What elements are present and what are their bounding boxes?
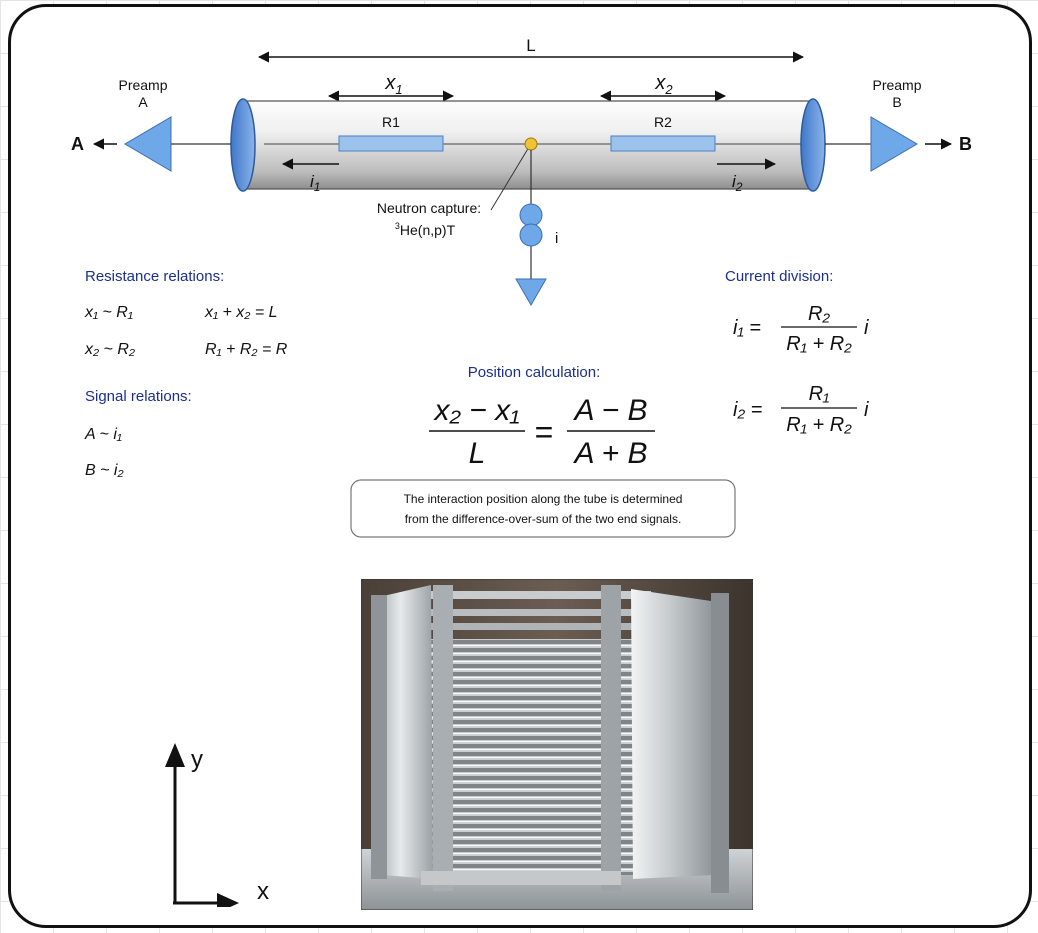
capture-point xyxy=(524,137,538,151)
i2-label: i2 xyxy=(732,172,743,194)
position-rhs-denominator: A + B xyxy=(572,437,647,470)
capture-leader xyxy=(490,146,530,211)
resistance-row-2-b: R₁ + R₂ = R xyxy=(205,341,288,358)
x-axis-label: x xyxy=(257,878,269,905)
current-source-lower xyxy=(519,223,543,247)
tube-end-cap-b xyxy=(800,98,826,192)
r2-label: R2 xyxy=(654,114,672,130)
tube-end-cap-a xyxy=(230,98,256,192)
eq1-denominator: R₁ + R₂ xyxy=(786,333,852,355)
position-rhs-numerator: A − B xyxy=(572,394,647,427)
note-box xyxy=(350,479,736,538)
eq2-lhs: i₂ = xyxy=(733,399,762,421)
length-label: L xyxy=(526,36,535,55)
resistance-row-1-b: x₁ + x₂ = L xyxy=(204,304,278,321)
current-source-label: i xyxy=(555,230,558,247)
position-lhs-numerator: x₂ − x₁ xyxy=(432,394,519,427)
resistance-heading: Resistance relations: xyxy=(85,268,224,285)
axes-indicator: y x xyxy=(165,743,269,907)
preamp-b-triangle xyxy=(870,116,918,172)
y-axis-arrowhead xyxy=(165,743,185,767)
resistor-r1 xyxy=(338,135,444,152)
eq2-numerator: R₁ xyxy=(809,383,830,405)
eq2-denominator: R₁ + R₂ xyxy=(786,414,852,436)
capture-text-1: Neutron capture: xyxy=(377,200,481,216)
eq1-lhs: i₁ = xyxy=(733,317,761,339)
y-axis-label: y xyxy=(191,746,203,773)
preamp-a-triangle xyxy=(124,116,172,172)
preamp-b-label-2: B xyxy=(892,94,901,110)
ground-triangle xyxy=(515,278,547,307)
x2-label: x2 xyxy=(654,72,673,97)
current-source-upper xyxy=(519,203,543,227)
tube-diagram: L x1 x2 R1 R2 i1 i2 Neutron capture: 3He… xyxy=(71,36,972,538)
position-lhs-denominator: L xyxy=(469,437,486,470)
preamp-a-label-1: Preamp xyxy=(118,77,167,93)
preamp-b-label-1: Preamp xyxy=(872,77,921,93)
resistance-row-1-a: x₁ ~ R₁ xyxy=(84,304,133,321)
x1-label: x1 xyxy=(384,72,402,97)
eq2-tail: i xyxy=(864,399,869,421)
resistance-row-2-a: x₂ ~ R₂ xyxy=(84,341,135,358)
x-axis-arrowhead xyxy=(217,893,239,907)
current-division-heading: Current division: xyxy=(725,268,833,285)
eq1-tail: i xyxy=(864,317,869,339)
capture-text-2: 3He(n,p)T xyxy=(395,221,456,238)
eq1-numerator: R₂ xyxy=(808,303,830,325)
figure-card: L x1 x2 R1 R2 i1 i2 Neutron capture: 3He… xyxy=(8,4,1032,928)
preamp-a-label-2: A xyxy=(138,94,148,110)
signal-heading: Signal relations: xyxy=(85,388,192,405)
i1-label: i1 xyxy=(310,172,320,194)
note-line-2: from the difference-over-sum of the two … xyxy=(405,512,682,526)
output-b-label: B xyxy=(959,134,972,154)
resistor-r2 xyxy=(610,135,716,152)
signal-row-2: B ~ i₂ xyxy=(85,462,124,479)
r1-label: R1 xyxy=(382,114,400,130)
position-heading: Position calculation: xyxy=(468,364,601,381)
detector-photo xyxy=(361,579,753,910)
signal-row-1: A ~ i₁ xyxy=(84,426,122,443)
position-equals: = xyxy=(535,414,554,450)
output-a-label: A xyxy=(71,134,84,154)
note-line-1: The interaction position along the tube … xyxy=(404,492,683,506)
